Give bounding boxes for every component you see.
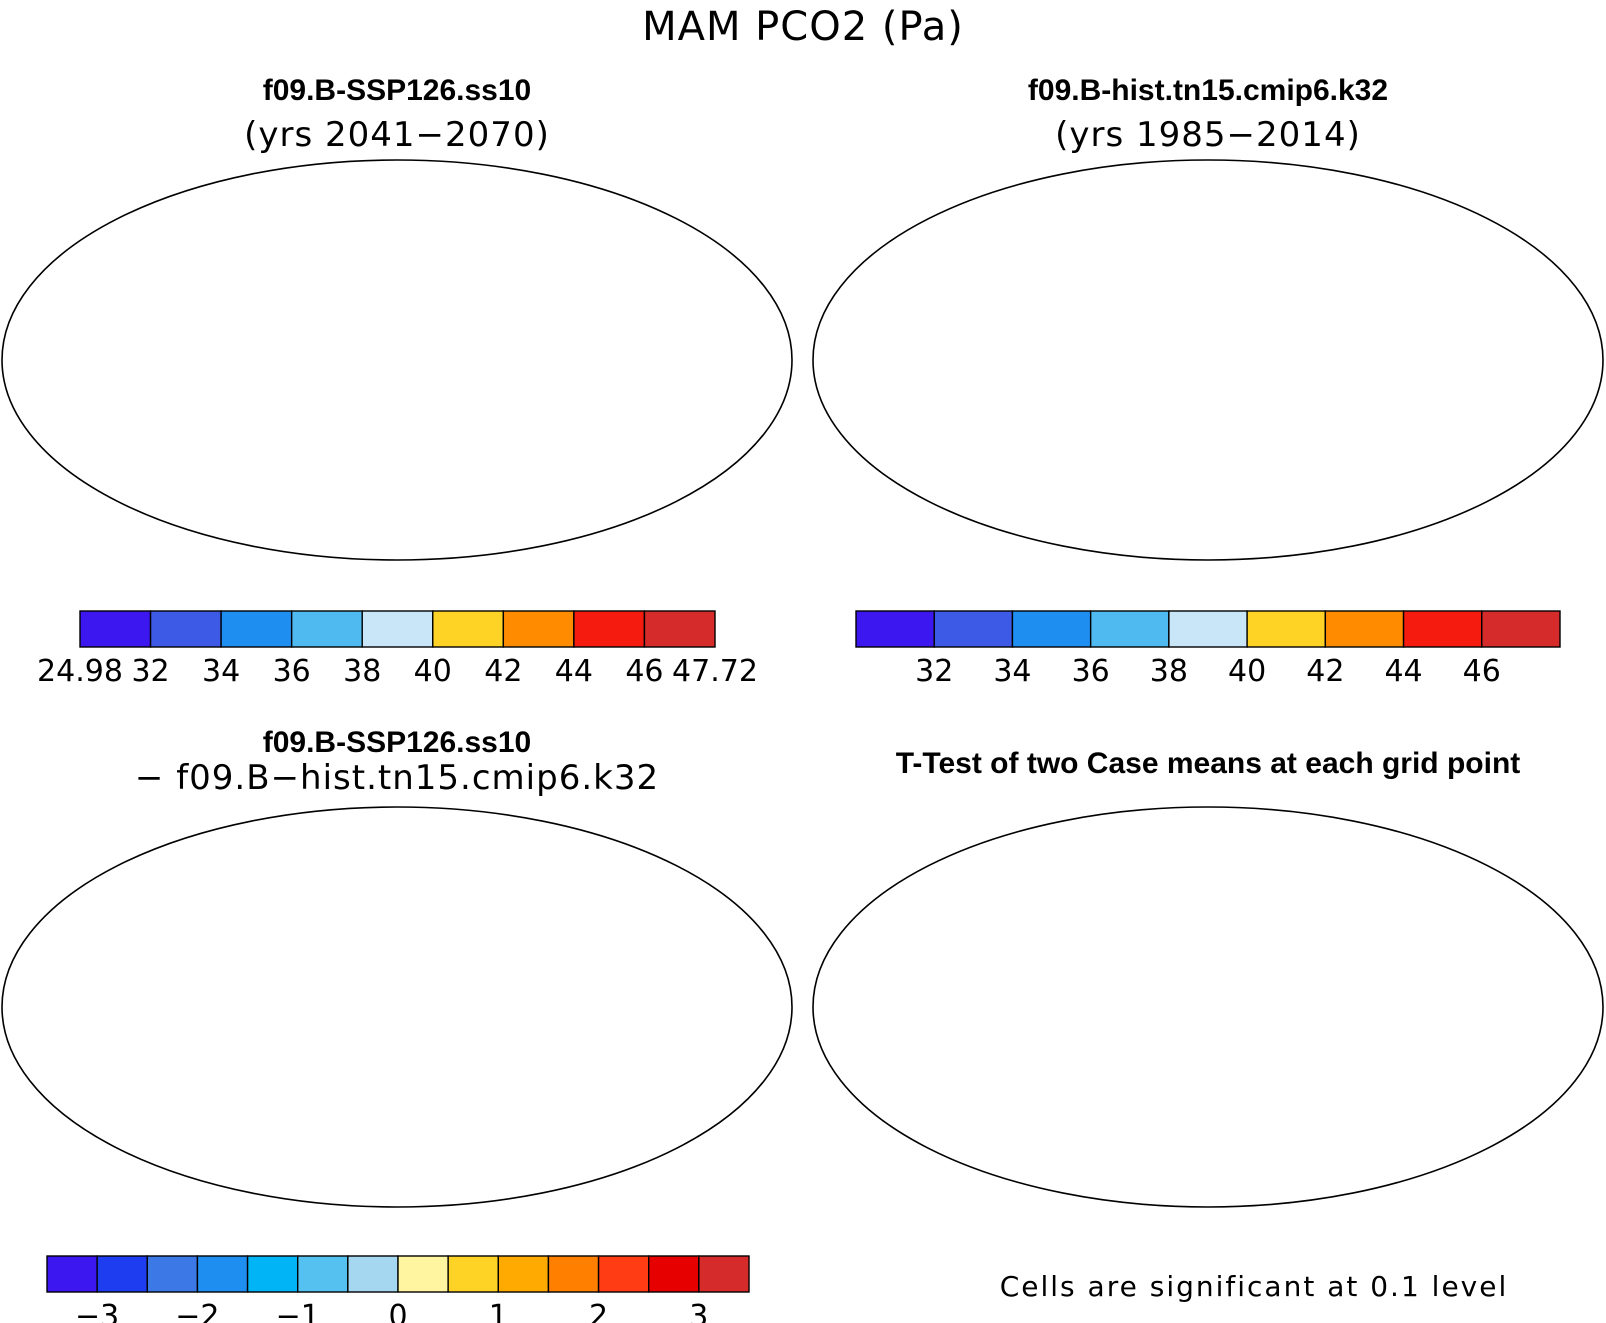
colorbar-box bbox=[1168, 610, 1248, 648]
panel-top-left: f09.B-SSP126.ss10 (yrs 2041−2070) 24.98 3… bbox=[1, 74, 793, 689]
colorbar-label: 32 bbox=[131, 654, 169, 689]
colorbar-box bbox=[855, 610, 935, 648]
colorbar-box bbox=[573, 610, 646, 648]
colorbar-label: 44 bbox=[555, 654, 593, 689]
colorbar-label: 44 bbox=[1384, 654, 1422, 689]
panel-title: f09.B-SSP126.ss10 bbox=[263, 726, 532, 759]
colorbar: 24.98 32 34 36 38 40 42 44 46 47.72 bbox=[37, 610, 758, 689]
map-background bbox=[2, 807, 792, 1207]
colorbar-label: 38 bbox=[1150, 654, 1188, 689]
colorbar-box bbox=[361, 610, 434, 648]
colorbar-label: −1 bbox=[276, 1299, 320, 1323]
colorbar-label: 46 bbox=[1463, 654, 1501, 689]
colorbar-box bbox=[1246, 610, 1327, 648]
colorbar-label: −2 bbox=[175, 1299, 219, 1323]
panel-subtitle: (yrs 2041−2070) bbox=[244, 115, 550, 155]
colorbar-box bbox=[432, 610, 505, 648]
colorbar-box bbox=[46, 1255, 98, 1293]
colorbar-box bbox=[146, 1255, 199, 1293]
colorbar-box bbox=[79, 610, 152, 648]
colorbar-label: 36 bbox=[273, 654, 311, 689]
colorbar-label: 3 bbox=[689, 1299, 708, 1323]
colorbar-box bbox=[1402, 610, 1483, 648]
panel-title: T-Test of two Case means at each grid po… bbox=[896, 747, 1521, 780]
map-background bbox=[813, 807, 1603, 1207]
colorbar-box bbox=[497, 1255, 550, 1293]
colorbar: −3 −2 −1 0 1 2 3 bbox=[46, 1255, 750, 1323]
panel-bottom-right: T-Test of two Case means at each grid po… bbox=[812, 747, 1604, 1303]
colorbar-box bbox=[547, 1255, 600, 1293]
panel-subtitle: − f09.B−hist.tn15.cmip6.k32 bbox=[135, 758, 659, 798]
colorbar-label: 42 bbox=[1306, 654, 1344, 689]
colorbar-box bbox=[597, 1255, 650, 1293]
world-map bbox=[1, 806, 793, 1208]
colorbar-box bbox=[1481, 610, 1561, 648]
map-border bbox=[1, 159, 793, 561]
colorbar-label: 2 bbox=[589, 1299, 608, 1323]
colorbar-box bbox=[96, 1255, 148, 1293]
colorbar-label: 24.98 bbox=[37, 654, 123, 689]
colorbar-box bbox=[1324, 610, 1405, 648]
colorbar-label: 42 bbox=[484, 654, 522, 689]
colorbar-label: 40 bbox=[414, 654, 452, 689]
colorbar-box bbox=[397, 1255, 449, 1293]
colorbar-box bbox=[447, 1255, 499, 1293]
colorbar-box bbox=[1011, 610, 1092, 648]
colorbar-box bbox=[347, 1255, 399, 1293]
map-border bbox=[1, 806, 793, 1208]
colorbar: 32 34 36 38 40 42 44 46 bbox=[855, 610, 1561, 689]
colorbar-label: 32 bbox=[915, 654, 953, 689]
colorbar-box bbox=[648, 1255, 700, 1293]
colorbar-label: 36 bbox=[1072, 654, 1110, 689]
colorbar-box bbox=[1089, 610, 1170, 648]
colorbar-label: 34 bbox=[202, 654, 240, 689]
colorbar-label: 40 bbox=[1228, 654, 1266, 689]
panel-title: f09.B-hist.tn15.cmip6.k32 bbox=[1028, 74, 1388, 107]
map-border bbox=[812, 806, 1604, 1208]
panel-top-right: f09.B-hist.tn15.cmip6.k32 (yrs 1985−2014… bbox=[812, 74, 1604, 689]
colorbar-label: 1 bbox=[489, 1299, 508, 1323]
colorbar-box bbox=[933, 610, 1014, 648]
significance-note: Cells are significant at 0.1 level bbox=[1000, 1270, 1509, 1303]
colorbar-box bbox=[290, 610, 363, 648]
panel-title: f09.B-SSP126.ss10 bbox=[263, 74, 532, 107]
colorbar-box bbox=[196, 1255, 249, 1293]
colorbar-box bbox=[502, 610, 575, 648]
world-map bbox=[812, 159, 1604, 561]
map-background bbox=[813, 160, 1603, 560]
colorbar-label: 46 bbox=[625, 654, 663, 689]
world-map bbox=[812, 806, 1604, 1208]
panel-subtitle: (yrs 1985−2014) bbox=[1055, 115, 1361, 155]
colorbar-label: −3 bbox=[75, 1299, 119, 1323]
map-background bbox=[2, 160, 792, 560]
colorbar-label: 47.72 bbox=[672, 654, 758, 689]
colorbar-box bbox=[220, 610, 293, 648]
colorbar-label: 34 bbox=[993, 654, 1031, 689]
figure-title: MAM PCO2 (Pa) bbox=[642, 4, 964, 50]
colorbar-box bbox=[643, 610, 716, 648]
map-border bbox=[812, 159, 1604, 561]
colorbar-box bbox=[297, 1255, 349, 1293]
colorbar-box bbox=[149, 610, 222, 648]
panel-bottom-left: f09.B-SSP126.ss10 − f09.B−hist.tn15.cmip… bbox=[1, 726, 793, 1323]
world-map bbox=[1, 159, 793, 561]
colorbar-box bbox=[246, 1255, 299, 1293]
colorbar-label: 0 bbox=[388, 1299, 407, 1323]
colorbar-box bbox=[698, 1255, 750, 1293]
colorbar-label: 38 bbox=[343, 654, 381, 689]
